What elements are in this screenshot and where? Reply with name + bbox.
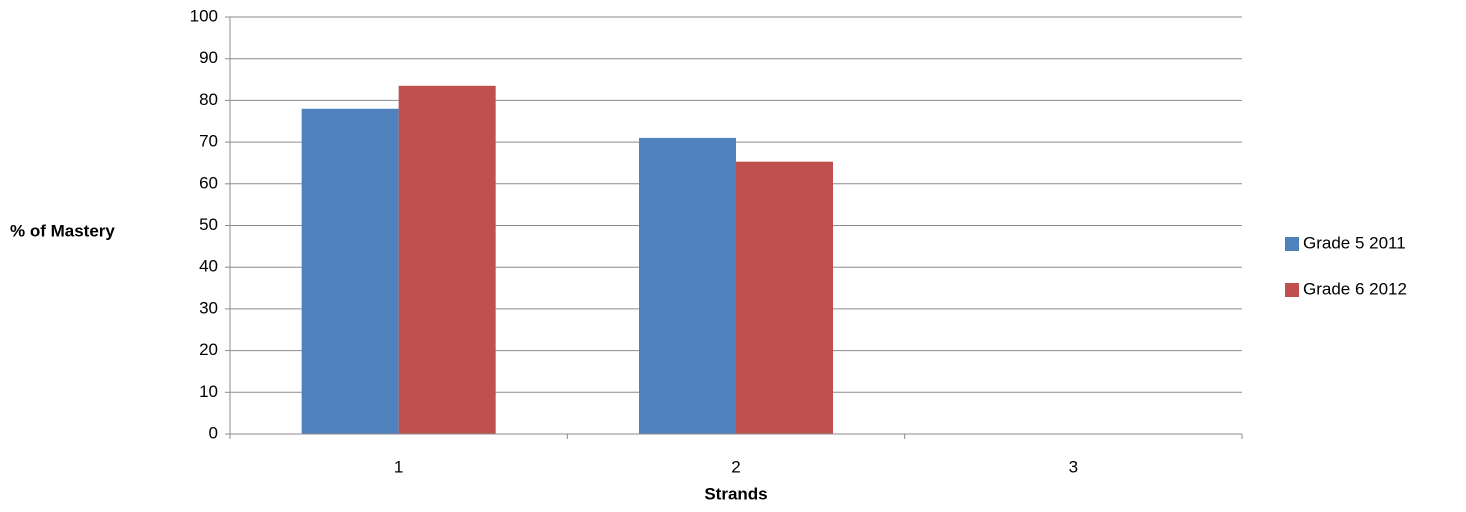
y-tick-label: 20 [199, 340, 218, 359]
y-tick-label: 60 [199, 173, 218, 192]
y-tick-label: 10 [199, 382, 218, 401]
bars [301, 85, 833, 435]
y-tick-label: 50 [199, 215, 218, 234]
y-tick-label: 70 [199, 132, 218, 151]
bar-grade-5-2011-2 [639, 137, 736, 434]
y-tick-label: 100 [190, 6, 218, 25]
legend-label: Grade 5 2011 [1303, 233, 1406, 252]
legend: Grade 5 2011 Grade 6 2012 [1285, 233, 1407, 298]
y-tick-label: 40 [199, 257, 218, 276]
y-tick-label: 80 [199, 90, 218, 109]
x-tick-label: 2 [731, 457, 740, 476]
y-tick-label: 90 [199, 48, 218, 67]
bar-grade-5-2011-1 [301, 108, 399, 435]
legend-label: Grade 6 2012 [1303, 279, 1407, 298]
legend-swatch [1285, 283, 1299, 297]
x-axis-label: Strands [704, 484, 767, 503]
axes [225, 16, 1243, 439]
x-tick-labels: 1 2 3 [394, 457, 1078, 476]
x-tick-label: 1 [394, 457, 403, 476]
bar-grade-6-2012-1 [398, 85, 496, 435]
x-tick-label: 3 [1069, 457, 1078, 476]
y-tick-label: 30 [199, 298, 218, 317]
y-tick-labels: 0 10 20 30 40 50 60 70 80 90 100 [190, 6, 218, 442]
bar-grade-6-2012-2 [736, 161, 833, 434]
y-tick-label: 0 [209, 423, 218, 442]
legend-swatch [1285, 237, 1299, 251]
y-axis-label: % of Mastery [10, 221, 115, 240]
